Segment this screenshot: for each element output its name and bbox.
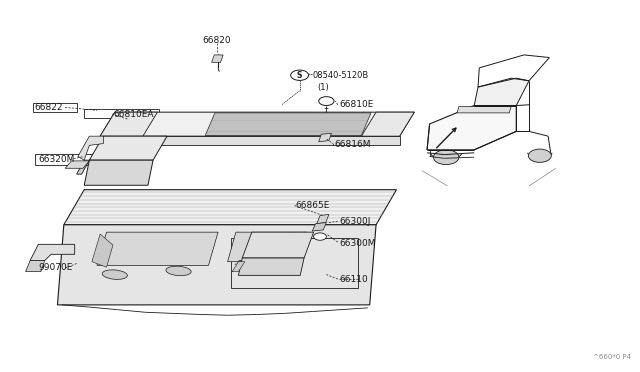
Text: S: S bbox=[297, 71, 302, 80]
Text: 66822: 66822 bbox=[35, 103, 63, 112]
Text: 08540-5120B: 08540-5120B bbox=[312, 71, 369, 80]
Polygon shape bbox=[243, 232, 314, 258]
Polygon shape bbox=[228, 232, 307, 262]
Text: 66816M: 66816M bbox=[335, 140, 371, 149]
Polygon shape bbox=[26, 260, 45, 272]
Ellipse shape bbox=[166, 266, 191, 276]
Polygon shape bbox=[457, 107, 511, 113]
Polygon shape bbox=[239, 258, 304, 275]
Polygon shape bbox=[282, 232, 302, 262]
Bar bbox=[231, 238, 358, 288]
Polygon shape bbox=[205, 113, 371, 135]
Polygon shape bbox=[84, 160, 153, 185]
Text: (1): (1) bbox=[317, 83, 329, 92]
Text: 66110: 66110 bbox=[339, 275, 368, 284]
Bar bbox=[35, 154, 93, 164]
Polygon shape bbox=[100, 112, 157, 136]
Polygon shape bbox=[90, 136, 167, 160]
Polygon shape bbox=[77, 160, 90, 174]
Ellipse shape bbox=[102, 270, 127, 279]
Polygon shape bbox=[427, 106, 516, 150]
Text: 66820: 66820 bbox=[202, 36, 231, 45]
Polygon shape bbox=[100, 112, 414, 136]
Polygon shape bbox=[362, 112, 414, 136]
Text: 66810E: 66810E bbox=[339, 100, 374, 109]
Circle shape bbox=[529, 149, 551, 162]
Polygon shape bbox=[100, 136, 399, 145]
Bar bbox=[33, 103, 77, 112]
Text: 66810EA: 66810EA bbox=[113, 109, 154, 119]
Polygon shape bbox=[65, 161, 90, 168]
Polygon shape bbox=[92, 234, 113, 267]
Bar bbox=[84, 109, 159, 118]
Text: ^660*0 P4: ^660*0 P4 bbox=[593, 353, 631, 359]
Polygon shape bbox=[212, 55, 223, 62]
Circle shape bbox=[433, 150, 459, 164]
Ellipse shape bbox=[266, 256, 291, 265]
Text: 66300M: 66300M bbox=[339, 239, 376, 248]
Polygon shape bbox=[317, 214, 329, 224]
Polygon shape bbox=[97, 232, 218, 265]
Polygon shape bbox=[78, 136, 103, 160]
Polygon shape bbox=[474, 78, 529, 106]
Text: 99070E: 99070E bbox=[38, 263, 73, 272]
Circle shape bbox=[314, 233, 326, 240]
Polygon shape bbox=[64, 190, 396, 225]
Circle shape bbox=[319, 97, 334, 106]
Text: 66300J: 66300J bbox=[339, 217, 371, 225]
Polygon shape bbox=[30, 244, 75, 260]
Text: 66321M: 66321M bbox=[236, 260, 272, 269]
Polygon shape bbox=[312, 222, 326, 231]
Text: 66320M: 66320M bbox=[38, 155, 75, 164]
Polygon shape bbox=[232, 262, 245, 272]
Polygon shape bbox=[58, 225, 376, 305]
Text: 66865E: 66865E bbox=[296, 201, 330, 210]
Polygon shape bbox=[319, 133, 332, 142]
